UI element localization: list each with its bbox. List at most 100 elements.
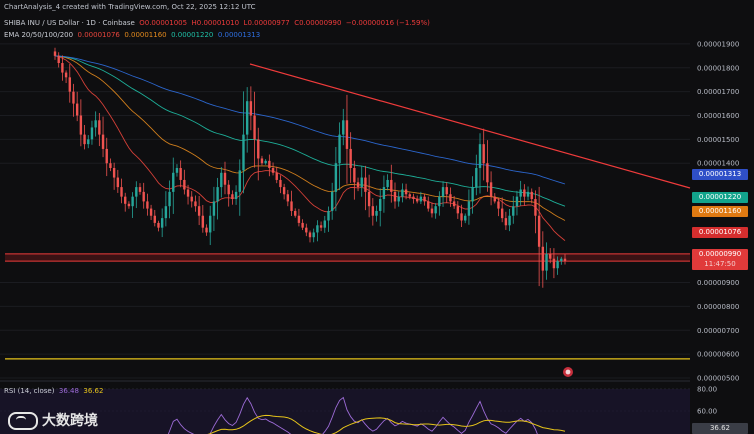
ema50-value: 0.00001160 (124, 31, 167, 39)
candle-body (493, 196, 496, 202)
candle-body (497, 201, 500, 209)
price-tick-label: 0.00000700 (697, 327, 739, 335)
candle-body (138, 187, 142, 192)
candle-body (316, 225, 319, 233)
candle-body (323, 220, 326, 228)
candle-body (308, 232, 312, 238)
price-axis[interactable]: 0.00001900 0.00001800 0.00001700 0.00001600… (697, 40, 739, 382)
candle-body (194, 201, 197, 207)
candle-body (552, 258, 556, 269)
ema200-value: 0.00001313 (217, 31, 261, 39)
watermark-text: 大数跨境 (42, 413, 98, 429)
candle-body (523, 189, 526, 197)
candle-body (467, 201, 471, 216)
candle-body (249, 101, 253, 116)
candle-body (379, 199, 382, 211)
candle-body (105, 148, 108, 164)
earnings-event-icon[interactable] (563, 367, 573, 377)
ohlc-legend[interactable]: SHIBA INU / US Dollar · 1D · Coinbase O0… (4, 19, 430, 27)
candle-body (560, 258, 563, 262)
candle-body (271, 168, 275, 173)
ema-label[interactable]: EMA 20/50/100/200 (4, 31, 74, 39)
candle-body (434, 206, 437, 214)
candle-body (245, 101, 249, 135)
candle-body (227, 184, 230, 195)
candle-body (334, 163, 338, 192)
candle-body (175, 168, 179, 173)
candle-body (53, 51, 57, 56)
candle-body (512, 206, 515, 216)
candle-body (441, 187, 445, 197)
candle-body (79, 115, 83, 135)
candles (53, 47, 567, 288)
candle-body (430, 208, 434, 214)
price-tick-label: 0.00001400 (697, 160, 739, 168)
candle-body (390, 179, 393, 192)
candle-body (401, 189, 404, 197)
candle-body (301, 222, 304, 228)
candle-body (294, 210, 297, 216)
candle-body (279, 179, 282, 188)
candle-body (456, 206, 460, 214)
watermark: 大数跨境 (8, 410, 98, 430)
candle-body (489, 182, 493, 197)
candle-body (220, 172, 223, 188)
rsi-legend[interactable]: RSI (14, close) 36.48 36.62 (4, 387, 103, 395)
candle-body (327, 210, 330, 221)
rsi-line (167, 396, 538, 434)
candle-body (382, 187, 386, 200)
candle-body (223, 172, 227, 185)
price-tick-label: 0.00001800 (697, 64, 739, 72)
candle-body (120, 187, 123, 197)
high-value: H0.00001010 (191, 19, 240, 27)
ema20-price-tag: 0.00001076 (692, 227, 748, 238)
candle-body (412, 196, 415, 200)
candle-body (179, 168, 182, 180)
candle-body (397, 196, 400, 202)
candle-body (149, 208, 153, 216)
candle-body (87, 139, 90, 145)
low-value: L0.00000977 (243, 19, 290, 27)
price-tick-label: 0.00001700 (697, 88, 739, 96)
grid (0, 43, 690, 379)
candle-body (478, 144, 482, 169)
candle-body (404, 189, 408, 195)
candle-body (146, 201, 149, 209)
candle-body (72, 91, 75, 104)
candle-body (212, 201, 216, 216)
candle-body (364, 177, 367, 192)
ema200-price-tag: 0.00001313 (692, 169, 748, 180)
candle-body (124, 196, 127, 204)
candle-body (375, 210, 378, 216)
candle-body (157, 222, 160, 228)
candle-body (486, 163, 489, 183)
support-zone (5, 253, 690, 262)
candle-body (345, 120, 349, 149)
candle-body (153, 215, 156, 223)
candle-body (452, 201, 456, 207)
symbol-name[interactable]: SHIBA INU / US Dollar · 1D · Coinbase (4, 19, 135, 27)
candle-body (464, 215, 467, 221)
candle-body (234, 191, 238, 200)
candle-body (360, 177, 363, 188)
ema-legend[interactable]: EMA 20/50/100/200 0.00001076 0.00001160 … (4, 31, 260, 39)
candle-body (508, 215, 511, 226)
candle-body (142, 191, 145, 202)
candle-body (445, 187, 448, 195)
candle-body (68, 77, 71, 92)
candle-body (90, 127, 94, 140)
candle-body (231, 194, 234, 200)
rsi-name[interactable]: RSI (14, close) (4, 387, 55, 395)
candle-body (330, 191, 334, 211)
created-by-line: ChartAnalysis_4 created with TradingView… (4, 3, 256, 11)
candle-body (127, 203, 131, 207)
trendline[interactable] (249, 63, 691, 189)
candle-body (393, 191, 397, 202)
candle-body (537, 215, 541, 247)
candle-body (257, 139, 260, 159)
candle-body (160, 218, 164, 228)
candle-body (290, 201, 293, 211)
candle-body (286, 194, 290, 202)
candle-body (534, 199, 537, 216)
